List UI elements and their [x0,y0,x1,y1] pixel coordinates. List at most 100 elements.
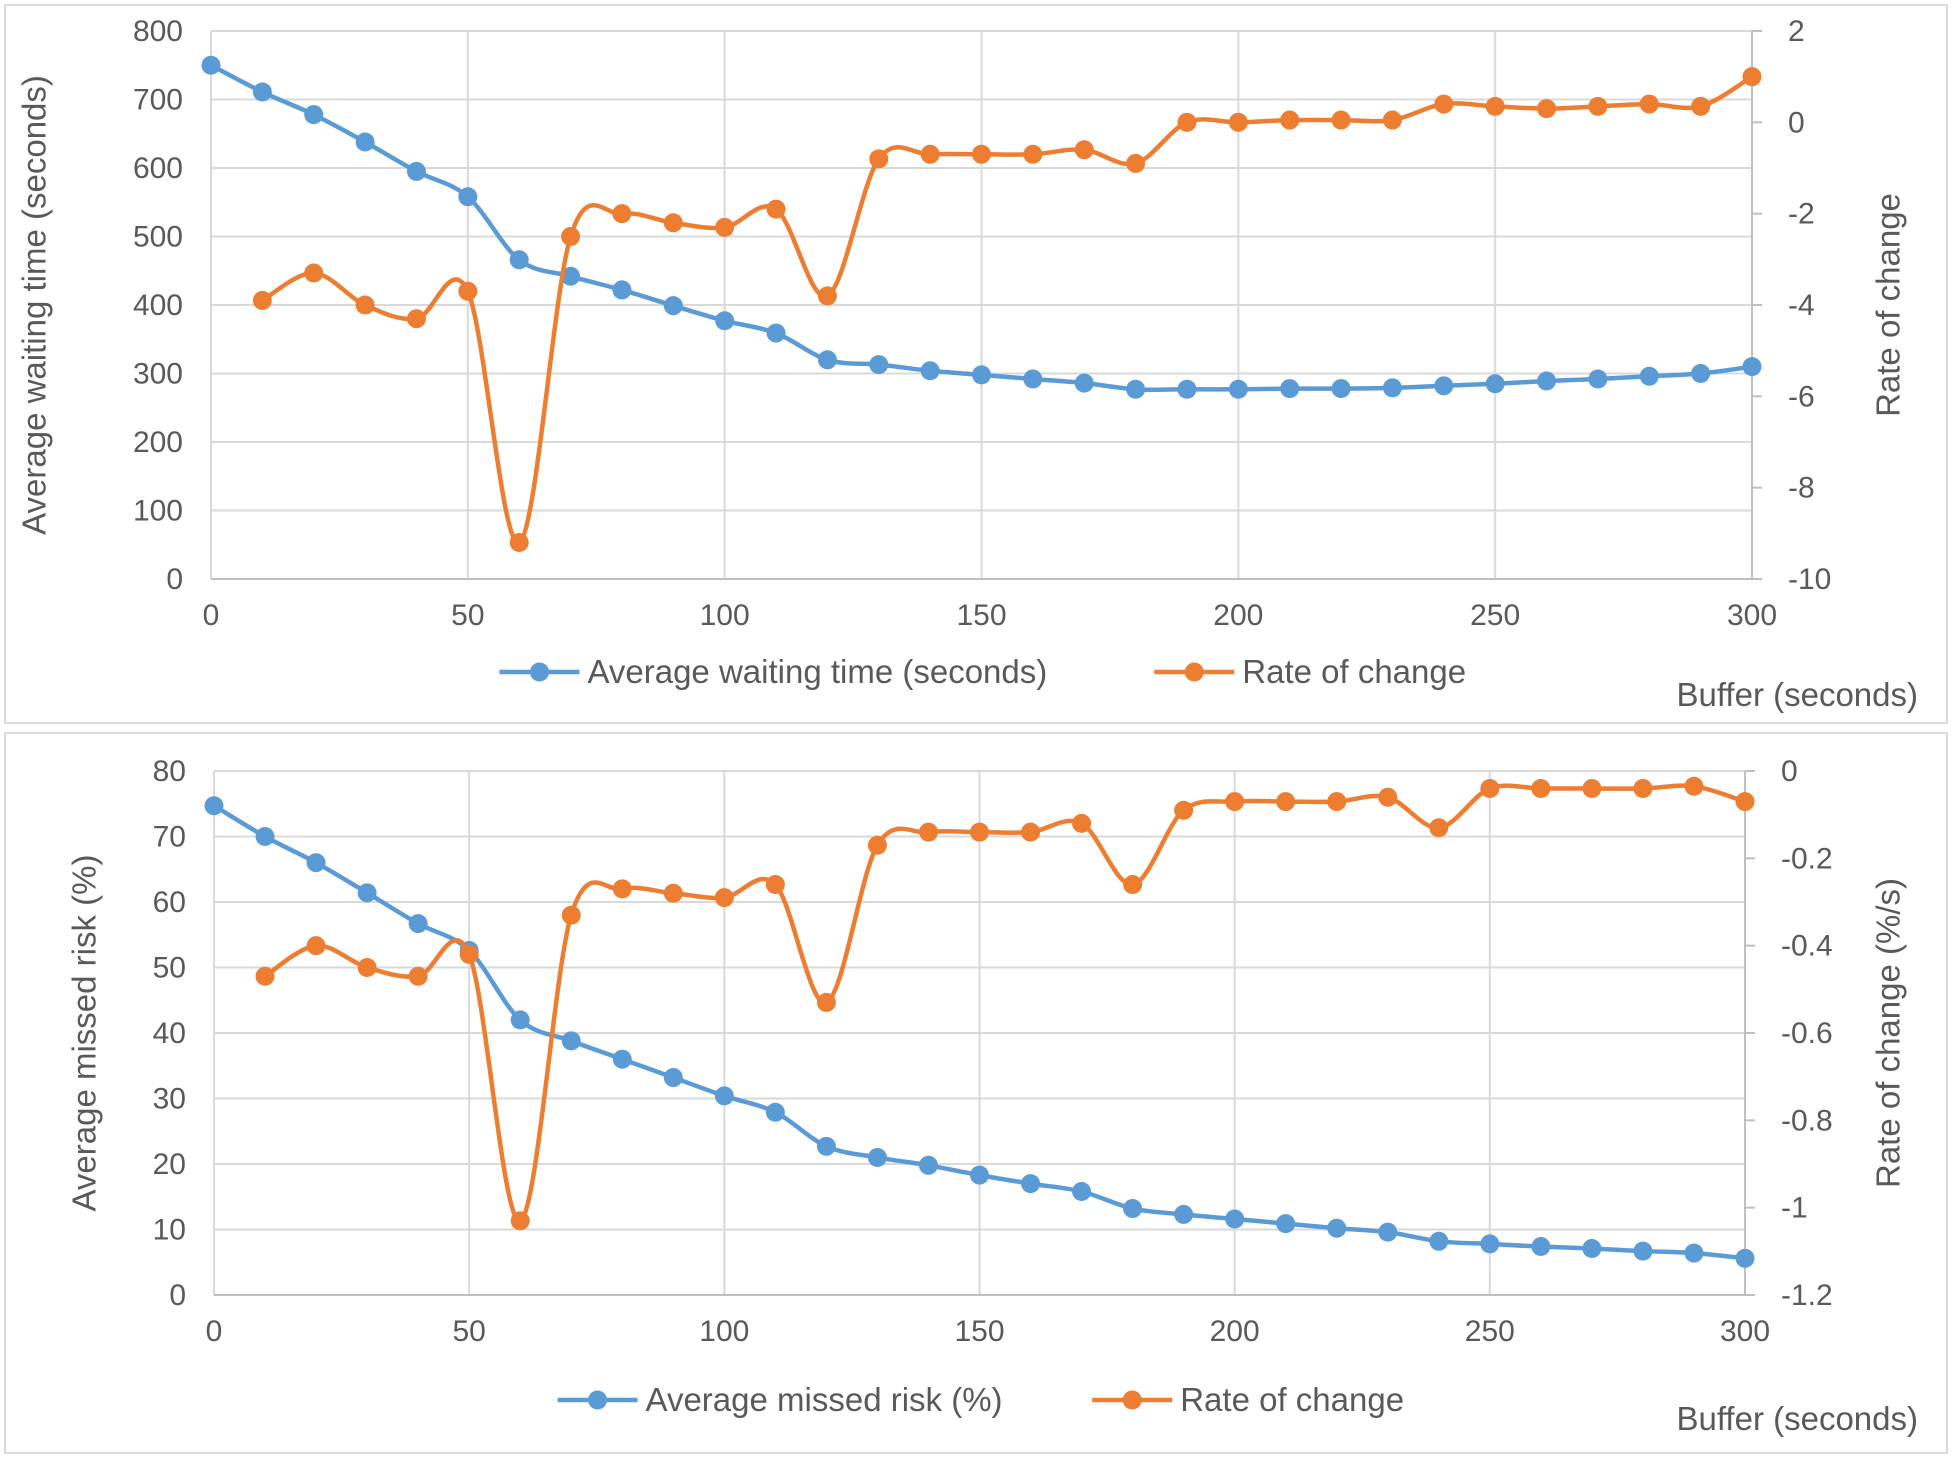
y-tick-label: 50 [153,952,186,985]
x-tick-label: 250 [1470,599,1520,632]
series-primary [201,55,1762,399]
series-rate-of-change [252,67,1762,552]
data-point [1691,96,1711,116]
data-point [1633,778,1653,798]
data-point [817,350,837,370]
data-point [561,1031,581,1051]
data-point [1588,96,1608,116]
y2-tick-label: 0 [1781,755,1798,788]
data-point [1074,373,1094,393]
data-point [663,213,683,233]
data-point [255,966,275,986]
series-primary [204,796,1755,1268]
legend-item: Average waiting time (seconds) [499,653,1047,690]
data-point [663,883,683,903]
data-point [252,290,272,310]
data-point [1327,1218,1347,1238]
data-point [970,1165,989,1185]
data-point [1225,1209,1245,1229]
x-tick-label: 150 [954,1315,1004,1348]
legend: Average missed risk (%) Rate of change [557,1381,1404,1418]
data-point [1023,144,1043,164]
legend-item: Average missed risk (%) [557,1381,1003,1418]
y-tick-label: 700 [133,84,183,117]
y-tick-label: 800 [133,15,183,48]
data-point [255,827,275,846]
data-point [561,227,581,246]
data-point [306,853,326,873]
y-tick-label: 200 [133,426,183,459]
data-point [458,187,478,207]
data-point [920,144,940,164]
x-axis-title: Buffer (seconds) [1676,676,1918,713]
data-point [458,281,478,301]
y2-axis-title: Rate of change [1870,193,1907,417]
data-point [1126,379,1146,399]
x-tick-label: 200 [1210,1315,1260,1348]
data-point [1378,787,1398,807]
data-point [765,1102,785,1122]
data-point [406,309,426,329]
y-tick-label: 20 [153,1148,186,1181]
data-point [1021,822,1041,842]
data-point [252,82,272,102]
data-point [1177,112,1197,132]
data-point [663,296,683,316]
data-point [766,199,786,219]
data-point [304,105,324,125]
x-tick-label: 150 [956,599,1006,632]
data-point [1582,1238,1602,1258]
x-tick-label: 300 [1720,1315,1770,1348]
data-point [1537,99,1557,119]
data-point [1633,1241,1653,1261]
gridlines [213,770,1746,1296]
y2-tick-label: -6 [1788,380,1815,413]
data-point [1434,376,1454,396]
data-point [869,355,889,375]
x-tick-label: 250 [1465,1315,1515,1348]
y2-tick-label: -0.4 [1781,930,1833,963]
y2-tick-label: -1.2 [1781,1279,1833,1312]
data-point [1123,1199,1143,1219]
data-point [1276,792,1296,812]
x-tick-label: 0 [206,1315,223,1348]
legend: Average waiting time (seconds) Rate of ch… [499,653,1466,690]
data-point [972,144,991,164]
x-tick-label: 300 [1727,599,1777,632]
y-axis-title: Average waiting time (seconds) [16,75,53,535]
data-point [509,250,529,270]
y-tick-label: 80 [153,755,186,788]
legend-label: Average missed risk (%) [646,1381,1003,1418]
data-point [1735,1248,1755,1268]
data-point [765,875,785,895]
data-point [867,1147,887,1167]
y2-tick-label: 0 [1788,106,1805,139]
data-point [1280,110,1300,130]
legend-label: Rate of change [1180,1381,1404,1418]
data-point [1074,140,1094,160]
data-point [1021,1174,1041,1194]
data-point [1123,875,1143,895]
data-point [1735,792,1755,812]
y-tick-label: 0 [166,563,183,596]
data-point [1639,366,1659,386]
data-point [715,311,735,331]
data-point [1742,357,1762,377]
series-line [260,74,1755,545]
data-point [1588,369,1608,389]
y-tick-label: 400 [133,289,183,322]
data-point [355,132,375,152]
data-point [1174,1204,1194,1224]
data-point [509,532,529,552]
data-point [817,286,837,306]
data-point [1228,379,1248,399]
data-point [1331,110,1351,130]
data-point [1480,1234,1500,1254]
data-point [1684,1243,1704,1263]
data-point [1531,778,1551,798]
data-point [1429,1231,1449,1251]
data-point [1382,110,1402,130]
data-point [510,1010,530,1030]
data-point [1225,792,1245,812]
chart-panel-waiting-time: 0 50 100 150 200 250 300 0 100 200 300 400 500 600 700… [4,4,1948,724]
